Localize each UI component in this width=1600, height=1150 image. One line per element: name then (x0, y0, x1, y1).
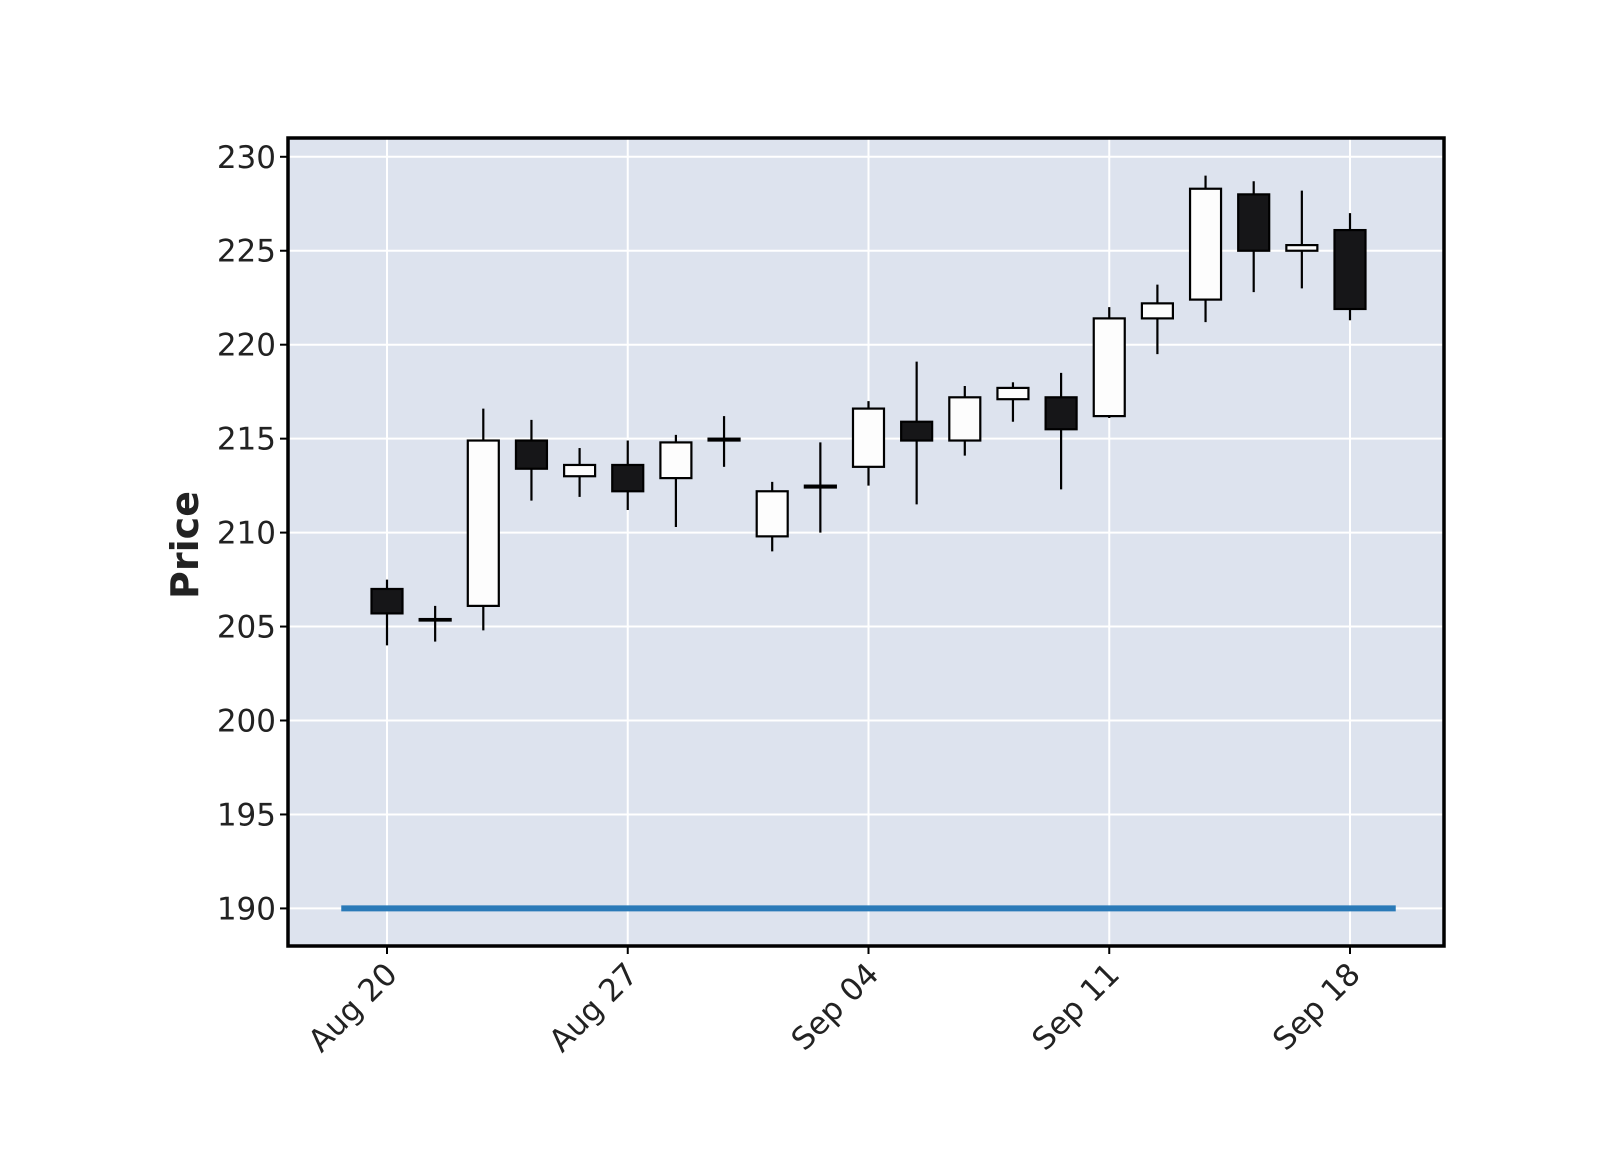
candle (1333, 213, 1367, 321)
candle (900, 361, 934, 505)
candle (755, 481, 789, 552)
x-tick-label: Aug 27 (542, 956, 645, 1059)
candle-body (1140, 302, 1175, 320)
plot-frame (286, 136, 1446, 948)
candle (370, 579, 404, 646)
y-tick-label: 200 (217, 704, 276, 740)
candle-body (851, 407, 886, 468)
candle-body (900, 420, 934, 442)
candles (370, 175, 1367, 646)
candle-body (707, 437, 741, 442)
candle (1140, 284, 1175, 355)
candle-body (948, 396, 982, 442)
candle (514, 419, 549, 501)
candle (659, 434, 693, 527)
candle-body (1237, 193, 1271, 252)
candle-body (1333, 228, 1367, 311)
candle-body (1188, 187, 1223, 301)
candle-body (514, 439, 549, 470)
candle-body (1092, 317, 1126, 418)
candle (1092, 307, 1126, 418)
candle (996, 382, 1030, 422)
plot-background (288, 138, 1444, 946)
candle (707, 416, 741, 467)
x-tick-label: Sep 04 (785, 956, 887, 1058)
candle (562, 448, 597, 497)
candle-body (370, 587, 404, 615)
candle (418, 605, 452, 642)
candle-body (755, 490, 789, 538)
candle-body (611, 463, 645, 493)
y-tick-label: 205 (217, 610, 276, 646)
candle (948, 386, 982, 456)
y-tick-label: 230 (217, 140, 276, 176)
candle (1188, 175, 1223, 323)
x-tick-label: Sep 11 (1025, 956, 1127, 1058)
x-tick-label: Aug 20 (302, 956, 405, 1059)
candle (466, 408, 500, 631)
candle (851, 401, 886, 486)
candle (1044, 372, 1078, 490)
candle (611, 440, 645, 511)
candle (1285, 190, 1319, 289)
candle-body (466, 439, 500, 607)
candle-body (659, 441, 693, 480)
y-tick-label: 210 (217, 516, 276, 552)
y-axis-title: Price (163, 491, 207, 599)
candle-body (562, 463, 597, 478)
y-tick-label: 190 (217, 891, 276, 927)
y-tick-label: 220 (217, 328, 276, 364)
candle-body (803, 484, 837, 489)
x-tick-label: Sep 18 (1266, 956, 1368, 1058)
candle-body (1285, 244, 1319, 252)
y-tick-label: 195 (217, 797, 276, 833)
candle-body (1044, 396, 1078, 431)
candle (803, 442, 837, 533)
y-tick-label: 225 (217, 234, 276, 270)
candle (1237, 181, 1271, 293)
y-tick-label: 215 (217, 422, 276, 458)
candle-body (996, 386, 1030, 401)
candle-body (418, 617, 452, 622)
